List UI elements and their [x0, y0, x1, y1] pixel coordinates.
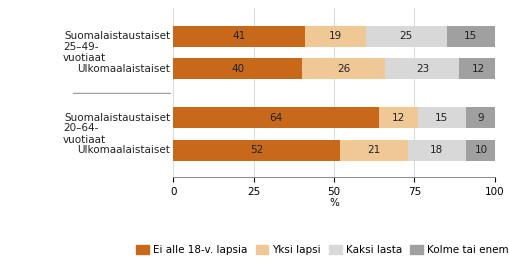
Text: Suomalaistaustaiset: Suomalaistaustaiset [64, 113, 170, 123]
X-axis label: %: % [328, 198, 338, 208]
Bar [173, 140, 340, 161]
Bar [304, 26, 365, 47]
Text: 25–49-
vuotiaat: 25–49- vuotiaat [63, 42, 106, 63]
Text: 64: 64 [269, 113, 282, 123]
Text: Ulkomaalaistaiset: Ulkomaalaistaiset [77, 64, 170, 74]
Bar [459, 58, 497, 80]
Bar [173, 58, 301, 80]
Text: 12: 12 [471, 64, 484, 74]
Text: 9: 9 [476, 113, 483, 123]
Legend: Ei alle 18-v. lapsia, Yksi lapsi, Kaksi lasta, Kolme tai enemmän: Ei alle 18-v. lapsia, Yksi lapsi, Kaksi … [132, 241, 509, 259]
Text: 41: 41 [232, 31, 245, 41]
Bar [385, 58, 459, 80]
Text: 26: 26 [336, 64, 350, 74]
Text: 15: 15 [434, 113, 447, 123]
Text: 25: 25 [399, 31, 412, 41]
Bar [173, 26, 304, 47]
Text: 21: 21 [367, 145, 380, 155]
Bar [417, 107, 465, 128]
Bar [173, 107, 378, 128]
Text: 23: 23 [415, 64, 428, 74]
Bar [407, 140, 465, 161]
Bar [301, 58, 385, 80]
Text: 40: 40 [231, 64, 244, 74]
Text: 10: 10 [474, 145, 488, 155]
Text: 19: 19 [328, 31, 342, 41]
Text: Suomalaistaustaiset: Suomalaistaustaiset [64, 31, 170, 41]
Bar [465, 107, 494, 128]
Text: 18: 18 [430, 145, 443, 155]
Bar [378, 107, 417, 128]
Bar [446, 26, 494, 47]
Text: 52: 52 [250, 145, 263, 155]
Text: Ulkomaalaistaiset: Ulkomaalaistaiset [77, 145, 170, 155]
Text: 15: 15 [463, 31, 476, 41]
Bar [365, 26, 446, 47]
Text: 12: 12 [391, 113, 404, 123]
Bar [465, 140, 497, 161]
Bar [340, 140, 407, 161]
Text: 20–64-
vuotiaat: 20–64- vuotiaat [63, 123, 106, 145]
